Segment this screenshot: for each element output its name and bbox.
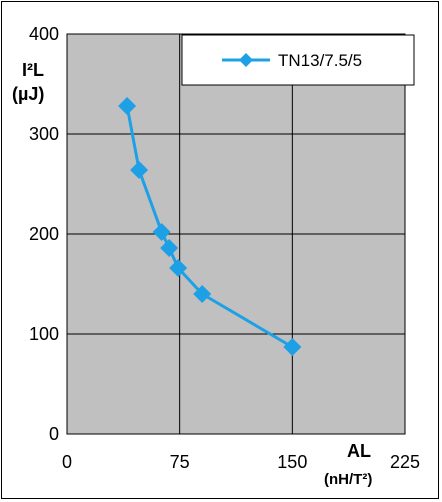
y-axis-label-line1: I²L [22, 60, 44, 80]
x-tick-label-225: 225 [390, 452, 420, 472]
data-point-1 [130, 161, 149, 179]
y-tick-label-200: 200 [29, 224, 59, 244]
data-point-6 [283, 338, 302, 356]
data-point-5 [193, 285, 212, 303]
x-tick-label-75: 75 [170, 452, 190, 472]
legend-box [181, 34, 415, 86]
x-tick-label-150: 150 [277, 452, 307, 472]
grid-lines [67, 34, 405, 434]
legend-swatch-marker [239, 53, 253, 67]
legend: TN13/7.5/5 [181, 34, 415, 86]
y-axis-label-line2: (µJ) [12, 84, 44, 104]
data-point-4 [169, 259, 188, 277]
legend-entry-label: TN13/7.5/5 [278, 51, 362, 70]
y-tick-label-100: 100 [29, 324, 59, 344]
y-tick-labels: 0 100 200 300 400 [29, 24, 59, 444]
x-tick-labels: 0 75 150 225 [62, 452, 420, 472]
x-tick-label-0: 0 [62, 452, 72, 472]
data-point-0 [118, 97, 137, 115]
y-tick-label-300: 300 [29, 124, 59, 144]
data-point-2 [152, 223, 171, 241]
y-tick-label-0: 0 [49, 424, 59, 444]
x-axis-label-line1: AL [347, 441, 371, 461]
series-line-group [118, 97, 302, 356]
y-tick-label-400: 400 [29, 24, 59, 44]
x-axis-label-line2: (nH/T²) [324, 471, 372, 488]
data-point-3 [160, 239, 179, 257]
